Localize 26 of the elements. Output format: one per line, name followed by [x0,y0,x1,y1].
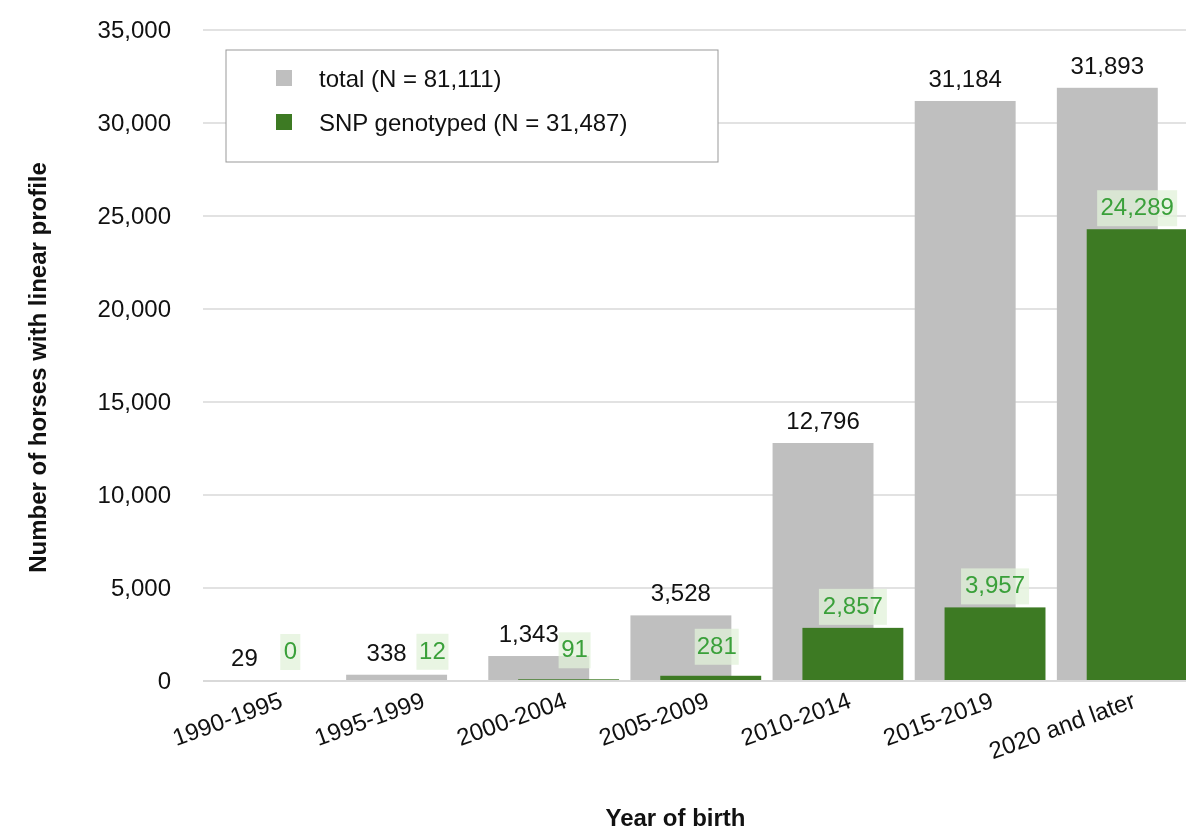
legend-label: total (N = 81,111) [319,65,502,92]
data-label: 3,957 [964,571,1026,599]
data-label: 31,184 [928,64,1002,92]
y-tick-label: 30,000 [97,109,171,136]
data-label: 24,289 [1100,193,1174,221]
y-tick-label: 20,000 [97,295,171,322]
y-tick-label: 10,000 [97,481,171,508]
data-label: 2,857 [822,591,883,619]
x-axis-title: Year of birth [605,804,746,831]
y-tick-label: 15,000 [97,388,171,415]
legend-label: SNP genotyped (N = 31,487) [319,109,628,136]
y-tick-label: 5,000 [110,574,171,601]
data-label: 1,343 [498,620,559,648]
y-tick-label: 0 [157,667,171,694]
data-label: 12 [419,636,446,664]
y-tick-label: 35,000 [97,16,171,43]
data-label: 3,528 [650,579,711,607]
data-label: 12,796 [786,406,860,434]
data-label: 338 [366,638,407,666]
data-label: 0 [283,637,297,664]
y-axis-title: Number of horses with linear profile [24,162,51,573]
data-label: 281 [696,631,737,659]
y-tick-label: 25,000 [97,202,171,229]
data-label: 29 [231,644,258,672]
data-label: 91 [561,635,588,663]
data-label: 31,893 [1070,51,1145,79]
